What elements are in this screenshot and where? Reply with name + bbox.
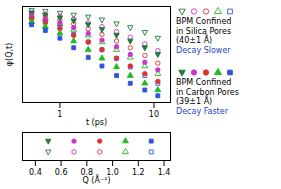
svg-text:0.8: 0.8 <box>80 168 94 178</box>
svg-text:1.2: 1.2 <box>132 168 145 177</box>
html-text:BPM Confined: BPM Confined <box>176 17 232 26</box>
svg-text:1: 1 <box>57 110 62 119</box>
html-text:Decay Slower: Decay Slower <box>176 45 231 55</box>
html-text:Decay Faster: Decay Faster <box>176 106 228 116</box>
html-text:(40±1 Å): (40±1 Å) <box>176 36 213 45</box>
svg-text:1.0: 1.0 <box>106 168 119 178</box>
svg-text:Q (Å⁻¹): Q (Å⁻¹) <box>83 174 111 185</box>
svg-text:1.4: 1.4 <box>158 168 171 177</box>
html-text:(39±1 Å): (39±1 Å) <box>176 97 213 106</box>
svg-text:0.4: 0.4 <box>29 168 42 177</box>
html-text:in Silica Pores: in Silica Pores <box>176 26 232 36</box>
svg-text:φ(Q,t): φ(Q,t) <box>5 43 14 67</box>
svg-text:t (ps): t (ps) <box>86 118 107 127</box>
html-text:BPM Confined: BPM Confined <box>176 78 232 87</box>
svg-text:10: 10 <box>149 110 159 119</box>
svg-text:0.6: 0.6 <box>55 168 68 177</box>
html-text:in Carbon Pores: in Carbon Pores <box>176 87 239 97</box>
